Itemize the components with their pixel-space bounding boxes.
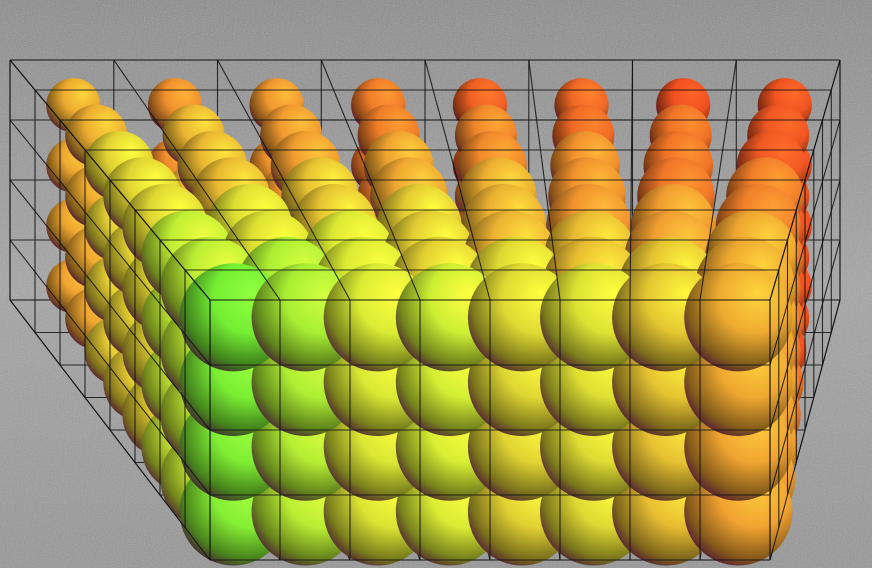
grid-line	[113, 59, 281, 301]
grid-line	[9, 59, 211, 301]
grid-line	[629, 59, 634, 301]
grid-line	[9, 179, 211, 431]
grid-line	[769, 299, 841, 561]
sphere	[684, 263, 793, 372]
grid-line	[424, 59, 491, 301]
wire-grid-front	[9, 59, 841, 561]
grid-line	[699, 59, 737, 301]
grid-line	[769, 59, 841, 301]
grid-line	[217, 59, 351, 301]
grid-line	[769, 179, 841, 431]
grid-line	[769, 119, 841, 366]
grid-line	[528, 59, 561, 301]
grid-line	[769, 239, 841, 496]
grid-line	[9, 239, 211, 496]
grid-line	[320, 59, 421, 301]
grid-line	[9, 299, 211, 561]
sphere-cluster	[46, 78, 812, 566]
grid-line	[9, 119, 211, 366]
